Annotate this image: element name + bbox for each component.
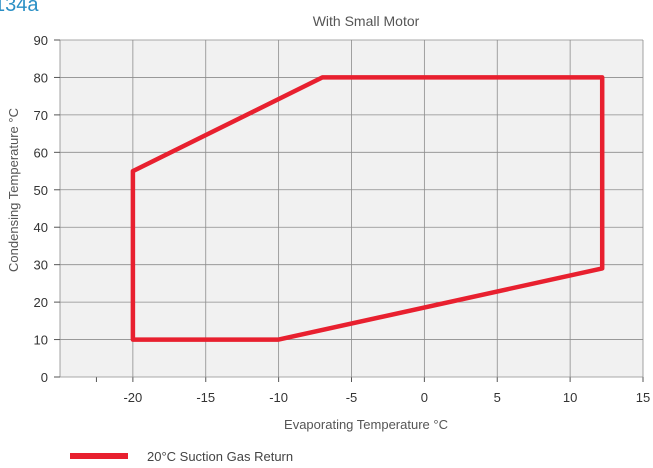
partial-title: 134a — [0, 0, 39, 16]
x-tick-label: -20 — [123, 390, 142, 405]
y-tick-label: 80 — [34, 70, 48, 85]
x-tick-label: -5 — [346, 390, 358, 405]
y-tick-label: 60 — [34, 145, 48, 160]
y-tick-label: 70 — [34, 108, 48, 123]
y-tick-label: 10 — [34, 333, 48, 348]
x-tick-label: -10 — [269, 390, 288, 405]
x-tick-label: 15 — [636, 390, 650, 405]
x-tick-label: -15 — [196, 390, 215, 405]
x-tick-label: 5 — [494, 390, 501, 405]
y-tick-label: 50 — [34, 183, 48, 198]
y-tick-label: 90 — [34, 33, 48, 48]
x-tick-label: 0 — [421, 390, 428, 405]
x-axis-label: Evaporating Temperature °C — [284, 417, 448, 432]
y-tick-label: 40 — [34, 220, 48, 235]
y-tick-label: 0 — [41, 370, 48, 385]
x-tick-label: 10 — [563, 390, 577, 405]
legend-label: 20°C Suction Gas Return — [147, 449, 293, 464]
series-group — [130, 75, 605, 342]
y-tick-label: 20 — [34, 295, 48, 310]
y-axis-label: Condensing Temperature °C — [6, 108, 21, 272]
chart-title: With Small Motor — [313, 13, 420, 29]
y-tick-label: 30 — [34, 258, 48, 273]
tick-labels: -20 -15 -10 -5 0 5 10 15 0 10 20 30 40 50 60 70 80 90 — [34, 33, 651, 405]
